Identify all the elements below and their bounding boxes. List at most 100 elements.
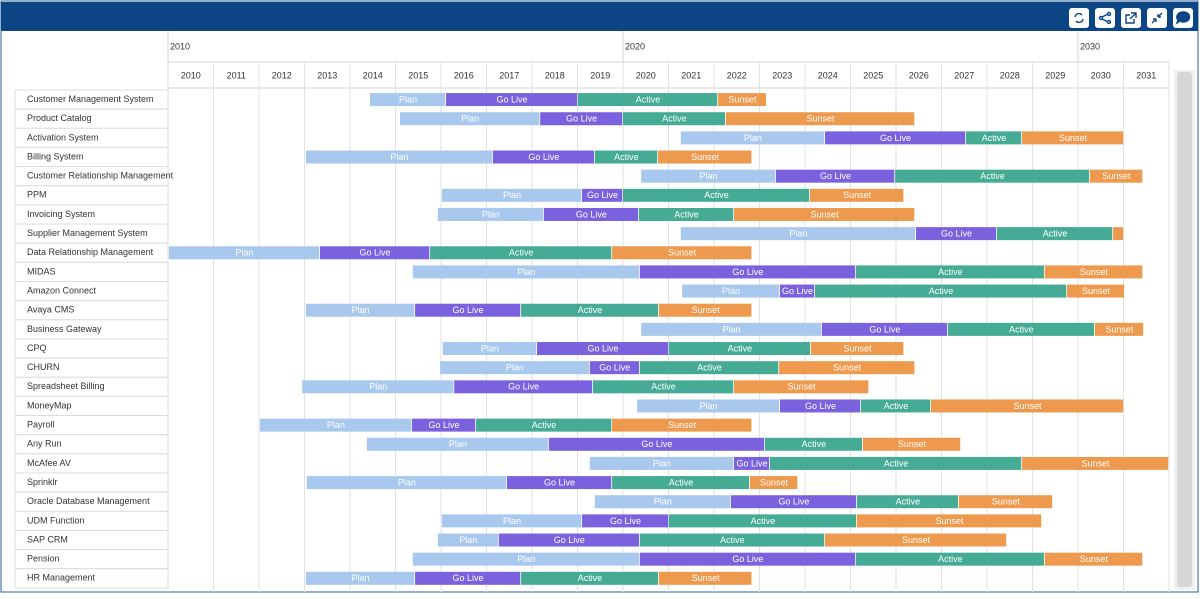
phase-bar bbox=[658, 150, 752, 164]
phase-bar bbox=[259, 418, 412, 432]
phase-bar bbox=[658, 303, 752, 317]
year-label: 2021 bbox=[681, 70, 701, 80]
year-label: 2013 bbox=[317, 70, 337, 80]
phase-label: Active bbox=[614, 152, 639, 162]
phase-bar bbox=[612, 246, 752, 260]
phase-bar bbox=[779, 361, 915, 375]
phase-bar bbox=[815, 284, 1067, 298]
phase-label: Sunset bbox=[691, 152, 720, 162]
phase-bar bbox=[749, 476, 798, 490]
phase-label: Go Live bbox=[428, 420, 459, 430]
phase-bar bbox=[668, 514, 857, 528]
phase-bar bbox=[454, 380, 593, 394]
phase-bar bbox=[411, 418, 476, 432]
phase-label: Plan bbox=[700, 401, 718, 411]
phase-label: Plan bbox=[235, 248, 253, 258]
phase-bar bbox=[582, 188, 623, 202]
phase-label: Plan bbox=[744, 133, 762, 143]
phase-bar bbox=[1022, 131, 1124, 145]
phase-bar bbox=[548, 437, 765, 451]
collapse-button[interactable] bbox=[1147, 8, 1167, 28]
year-label: 2026 bbox=[909, 70, 929, 80]
phase-bar bbox=[540, 112, 623, 126]
phase-bar bbox=[623, 112, 726, 126]
phase-label: Go Live bbox=[641, 439, 672, 449]
phase-bar bbox=[639, 533, 825, 547]
phase-label: Sunset bbox=[1080, 267, 1109, 277]
year-label: 2025 bbox=[863, 70, 883, 80]
phase-label: Active bbox=[896, 497, 921, 507]
phase-bar bbox=[370, 93, 446, 107]
phase-bar bbox=[412, 552, 640, 566]
phase-label: Active bbox=[636, 94, 661, 104]
decade-label: 2030 bbox=[1080, 41, 1100, 51]
phase-label: Plan bbox=[449, 439, 467, 449]
phase-label: Plan bbox=[351, 305, 369, 315]
phase-bar bbox=[734, 380, 869, 394]
share-button[interactable] bbox=[1095, 8, 1115, 28]
phase-bar bbox=[440, 361, 589, 375]
row-label: Spreadsheet Billing bbox=[27, 381, 105, 391]
phase-label: Sunset bbox=[1102, 171, 1131, 181]
phase-bar bbox=[1044, 552, 1143, 566]
scrollbar-thumb[interactable] bbox=[1177, 72, 1192, 587]
phase-label: Sunset bbox=[1059, 133, 1088, 143]
refresh-button[interactable] bbox=[1069, 8, 1089, 28]
phase-bar bbox=[1067, 284, 1125, 298]
phase-label: Active bbox=[982, 133, 1007, 143]
phase-bar bbox=[997, 227, 1113, 241]
phase-bar bbox=[779, 284, 815, 298]
phase-label: Sunset bbox=[935, 516, 964, 526]
comment-button[interactable] bbox=[1173, 8, 1193, 28]
phase-bar bbox=[810, 188, 904, 202]
phase-label: Sunset bbox=[728, 94, 757, 104]
year-label: 2017 bbox=[499, 70, 519, 80]
phase-label: Plan bbox=[482, 209, 500, 219]
phase-bar bbox=[415, 571, 521, 585]
phase-bar bbox=[441, 188, 582, 202]
row-label: Pension bbox=[27, 554, 60, 564]
phase-bar bbox=[860, 399, 931, 413]
phase-label: Go Live bbox=[544, 477, 575, 487]
toolbar bbox=[1069, 8, 1193, 28]
row-label: Data Relationship Management bbox=[27, 247, 154, 257]
phase-bar bbox=[594, 150, 658, 164]
phase-label: Go Live bbox=[782, 286, 813, 296]
phase-bar bbox=[658, 571, 752, 585]
phase-label: Plan bbox=[481, 343, 499, 353]
phase-label: Plan bbox=[351, 573, 369, 583]
phase-label: Go Live bbox=[732, 554, 763, 564]
phase-bar bbox=[639, 361, 779, 375]
phase-label: Sunset bbox=[833, 363, 862, 373]
phase-bar bbox=[521, 303, 659, 317]
phase-bar bbox=[682, 284, 780, 298]
row-label: Customer Relationship Management bbox=[27, 171, 174, 181]
phase-label: Plan bbox=[506, 363, 524, 373]
phase-bar bbox=[856, 514, 1042, 528]
phase-bar bbox=[592, 380, 734, 394]
phase-label: Go Live bbox=[599, 363, 630, 373]
phase-label: Plan bbox=[723, 324, 741, 334]
phase-label: Active bbox=[1009, 324, 1034, 334]
phase-bar bbox=[916, 227, 997, 241]
year-label: 2024 bbox=[818, 70, 838, 80]
row-label: Oracle Database Management bbox=[27, 496, 150, 506]
phase-bar bbox=[931, 399, 1124, 413]
phase-label: Active bbox=[704, 190, 729, 200]
phase-bar bbox=[637, 399, 780, 413]
phase-bar bbox=[594, 495, 731, 509]
open-button[interactable] bbox=[1121, 8, 1141, 28]
phase-label: Go Live bbox=[360, 248, 391, 258]
phase-label: Plan bbox=[517, 554, 535, 564]
year-label: 2022 bbox=[727, 70, 747, 80]
phase-label: Sunset bbox=[811, 209, 840, 219]
phase-bar bbox=[521, 571, 659, 585]
phase-bar bbox=[958, 495, 1053, 509]
phase-bar bbox=[492, 150, 594, 164]
phase-label: Active bbox=[1043, 229, 1068, 239]
phase-label: Active bbox=[884, 401, 909, 411]
phase-label: Active bbox=[720, 535, 745, 545]
phase-label: Active bbox=[662, 114, 687, 124]
phase-bar bbox=[856, 495, 958, 509]
phase-label: Sunset bbox=[760, 477, 789, 487]
